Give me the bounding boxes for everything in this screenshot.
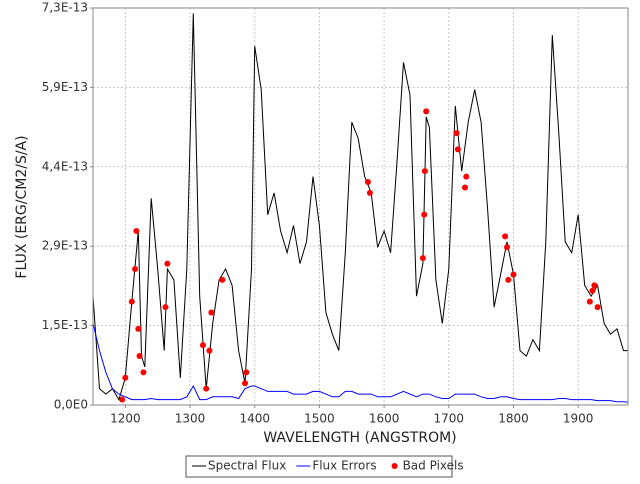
bad-pixel <box>589 287 596 294</box>
plot-area <box>93 8 628 405</box>
bad-pixel <box>586 298 593 305</box>
bad-pixel <box>454 146 461 153</box>
legend-label: Flux Errors <box>312 459 376 473</box>
bad-pixel <box>132 266 139 273</box>
y-tick-label: 0,0E0 <box>54 398 88 412</box>
bad-pixel <box>421 168 428 175</box>
x-tick-label: 1600 <box>369 412 400 426</box>
bad-pixel <box>162 304 169 311</box>
bad-pixel <box>423 108 430 115</box>
bad-pixel <box>242 380 249 387</box>
y-tick-label: 1,5E-13 <box>42 318 88 332</box>
plot-border <box>92 7 629 406</box>
bad-pixel <box>122 374 129 381</box>
bad-pixel <box>140 369 147 376</box>
bad-pixel <box>128 298 135 305</box>
bad-pixel <box>594 304 601 311</box>
bad-pixel <box>419 255 426 262</box>
legend-symbol <box>391 463 398 469</box>
bad-pixel <box>505 276 512 283</box>
bad-pixel <box>219 276 226 283</box>
x-tick-label: 1400 <box>239 412 270 426</box>
legend-label: Spectral Flux <box>208 459 286 473</box>
bad-pixel <box>135 325 142 332</box>
bad-pixel <box>208 309 215 316</box>
bad-pixel <box>203 385 210 392</box>
legend-label: Bad Pixels <box>403 459 464 473</box>
bad-pixel <box>206 347 213 354</box>
x-axis-title: WAVELENGTH (ANGSTROM) <box>263 430 456 446</box>
bad-pixel <box>364 179 371 186</box>
x-tick-label: 1700 <box>434 412 465 426</box>
bad-pixel <box>591 282 598 289</box>
bad-pixel <box>461 184 468 191</box>
line-series <box>92 13 628 401</box>
x-tick-label: 1300 <box>175 412 206 426</box>
y-tick-label: 7,3E-13 <box>42 1 88 15</box>
bad-pixel <box>366 189 373 196</box>
bad-pixel <box>421 211 428 218</box>
bad-pixel <box>510 271 517 278</box>
x-tick-label: 1200 <box>110 412 141 426</box>
bad-pixel <box>133 227 140 234</box>
bad-pixel <box>504 244 511 251</box>
bad-pixel <box>453 130 460 137</box>
bad-pixel <box>119 396 126 403</box>
bad-pixel <box>136 353 143 360</box>
bad-pixel <box>463 173 470 180</box>
y-axis-title: FLUX (ERG/CM2/S/A) <box>14 135 30 278</box>
x-tick-label: 1500 <box>304 412 335 426</box>
line-series <box>92 323 629 403</box>
legend-box <box>185 455 453 478</box>
bad-pixel <box>164 260 171 267</box>
bad-pixel <box>243 369 250 376</box>
bad-pixel <box>199 342 206 349</box>
x-tick-label: 1800 <box>498 412 529 426</box>
y-tick-label: 5,9E-13 <box>42 80 88 94</box>
y-tick-label: 2,9E-13 <box>42 239 88 253</box>
y-tick-label: 4,4E-13 <box>42 159 88 173</box>
bad-pixel <box>502 233 509 240</box>
x-tick-label: 1900 <box>563 412 594 426</box>
